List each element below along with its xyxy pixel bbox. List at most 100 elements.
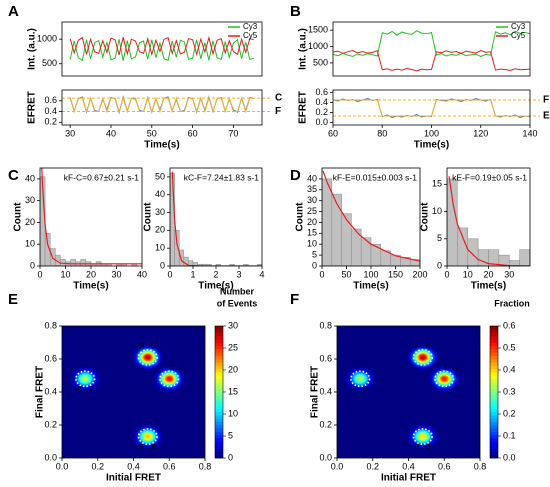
y-tick-label: 5 (312, 249, 317, 259)
x-tick-label: 100 (363, 269, 378, 279)
x-tick-label: 20 (483, 269, 493, 279)
y-tick-label: 30 (155, 207, 165, 217)
x-tick-label: 1 (190, 269, 195, 279)
y-tick-label: 0.6 (44, 353, 57, 363)
colorbar-swatch (490, 405, 498, 409)
x-tick-label: 200 (412, 269, 427, 279)
x-tick-label: 2 (213, 269, 218, 279)
y-tick-label: 1000 (308, 41, 328, 51)
y-tick-label: 40 (307, 173, 317, 183)
colorbar-swatch (215, 355, 223, 360)
y-tick-label: 10 (307, 239, 317, 249)
colorbar-swatch (215, 444, 223, 449)
x-tick-label: 0.6 (438, 461, 451, 471)
colorbar-tick-label: 0.6 (503, 320, 516, 330)
panel-label: C (8, 167, 19, 184)
colorbar-tick-label: 0.4 (503, 364, 516, 374)
colorbar-swatch (490, 349, 498, 353)
colorbar-swatch (215, 421, 223, 426)
colorbar-tick-label: 20 (228, 364, 238, 374)
colorbar-swatch (490, 398, 498, 403)
colorbar-swatch (215, 352, 223, 356)
heat-level (145, 434, 151, 439)
legend-label: Cy3 (243, 22, 258, 31)
series-line (69, 96, 254, 114)
axes-frame (61, 89, 263, 126)
legend-label: Cy3 (511, 22, 526, 31)
y-tick-label: 5 (437, 233, 442, 243)
state-label: E (543, 111, 550, 122)
bar (331, 193, 342, 266)
colorbar-swatch (490, 428, 498, 432)
x-axis-label: Time(s) (471, 281, 506, 292)
state-label: C (275, 93, 282, 104)
y-tick-label: 40 (25, 173, 35, 183)
x-tick-label: 0 (444, 269, 449, 279)
y-tick-label: 0.6 (44, 95, 57, 105)
colorbar-swatch (215, 441, 223, 446)
y-tick-label: 0.8 (319, 320, 332, 330)
colorbar-swatch (215, 388, 223, 393)
plot-area (69, 95, 254, 115)
plot-area (322, 170, 420, 266)
cluster-label: F→E (415, 444, 431, 451)
heat-level (441, 376, 447, 381)
colorbar-swatch (215, 342, 223, 347)
cluster-label: E→F (77, 386, 93, 393)
y-tick-label: 0.8 (44, 320, 57, 330)
y-tick-label: 20 (25, 217, 35, 227)
colorbar-swatch (490, 408, 498, 413)
colorbar-swatch (490, 431, 498, 436)
cluster-outline (412, 428, 433, 445)
colorbar-swatch (490, 372, 498, 376)
colorbar-swatch (490, 441, 498, 446)
colorbar-swatch (215, 415, 223, 419)
colorbar-swatch (490, 335, 498, 340)
colorbar-swatch (490, 359, 498, 363)
bar (360, 237, 372, 266)
plot-area (170, 171, 262, 266)
bar (178, 249, 185, 266)
x-tick-label: 100 (424, 128, 439, 138)
cluster-outline (159, 370, 180, 388)
panel-label: D (290, 167, 301, 184)
colorbar-swatch (490, 382, 498, 386)
y-tick-label: 35 (307, 184, 317, 194)
y-axis-label: EFRET (27, 91, 38, 124)
colorbar-swatch (215, 425, 223, 429)
cluster-outline (350, 370, 371, 388)
colorbar-swatch (490, 411, 498, 416)
colorbar-title: of Events (217, 298, 258, 308)
y-axis-label: Int. (a.u.) (27, 28, 38, 70)
panel-label: A (8, 3, 19, 20)
colorbar-tick-label: 0.1 (503, 430, 516, 440)
colorbar-swatch (490, 365, 498, 370)
colorbar-swatch (215, 395, 223, 399)
colorbar-swatch (215, 385, 223, 389)
colorbar-swatch (215, 359, 223, 363)
colorbar-tick-label: 5 (228, 430, 233, 440)
colorbar-swatch (215, 365, 223, 370)
y-tick-label: 50 (155, 171, 165, 181)
x-tick-label: 0.0 (331, 461, 344, 471)
x-axis-label: Time(s) (414, 140, 449, 151)
plot-area (333, 97, 530, 119)
colorbar-swatch (490, 362, 498, 366)
colorbar-swatch (490, 421, 498, 426)
y-tick-label: 20 (155, 225, 165, 235)
heat-level (357, 376, 363, 381)
cluster-outline (75, 370, 96, 388)
series-line (333, 30, 530, 57)
cluster-label: C→F (169, 365, 185, 372)
colorbar-title: Number (220, 286, 255, 296)
cluster-label: F→C (140, 343, 156, 350)
colorbar-swatch (490, 342, 498, 347)
state-label: F (275, 106, 281, 117)
y-tick-label: 0.6 (319, 353, 332, 363)
y-tick-label: 0.0 (315, 117, 328, 127)
y-axis-label: Final FRET (35, 366, 46, 418)
colorbar-swatch (490, 415, 498, 419)
cluster-label: F→E (140, 444, 156, 451)
y-tick-label: 30 (307, 195, 317, 205)
y-tick-label: 0 (30, 260, 35, 270)
